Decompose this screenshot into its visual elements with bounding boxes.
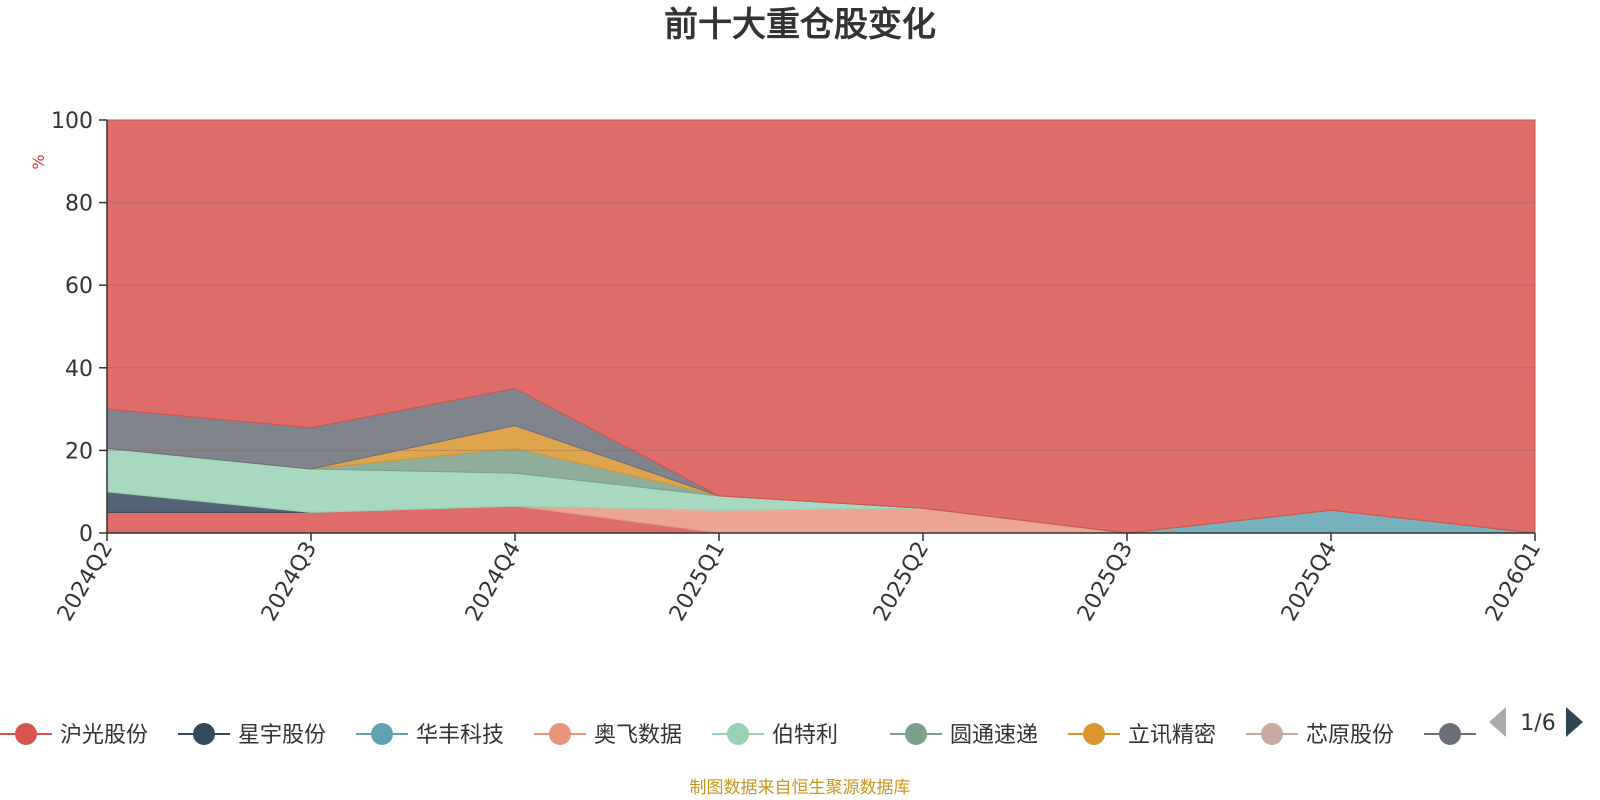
chart-title: 前十大重仓股变化 [664, 5, 936, 45]
y-tick-label-1: 20 [65, 439, 93, 464]
legend-item-3[interactable]: 奥飞数据 [534, 723, 682, 748]
y-axis-unit: % [29, 154, 48, 169]
legend-label: 华丰科技 [416, 723, 504, 748]
y-tick-label-5: 100 [51, 109, 93, 134]
legend-item-2[interactable]: 华丰科技 [356, 723, 504, 748]
legend-label: 奥飞数据 [594, 723, 682, 748]
y-tick-label-3: 60 [65, 274, 93, 299]
legend-marker-icon [1261, 723, 1283, 745]
legend-item-7[interactable]: 芯原股份 [1246, 723, 1394, 748]
plot-areas [106, 119, 1536, 534]
x-tick-label-2: 2024Q4 [461, 538, 526, 626]
legend-marker-icon [193, 723, 215, 745]
y-tick-label-4: 80 [65, 192, 93, 217]
x-tick-label-6: 2025Q4 [1277, 538, 1342, 626]
legend-item-6[interactable]: 立讯精密 [1068, 723, 1216, 748]
legend-item-4[interactable]: 伯特利 [712, 723, 838, 748]
y-tick-label-2: 40 [65, 357, 93, 382]
legend-next-page-icon[interactable] [1566, 707, 1583, 737]
legend-marker-icon [371, 723, 393, 745]
legend-marker-icon [727, 723, 749, 745]
x-tick-label-3: 2025Q1 [665, 538, 730, 626]
x-axis-ticks: 2024Q2 2024Q3 2024Q4 2025Q1 2025Q2 2025Q3 2025… [53, 533, 1546, 626]
legend-label: 沪光股份 [60, 723, 148, 748]
legend-item-0[interactable]: 沪光股份 [0, 723, 148, 748]
x-tick-label-0: 2024Q2 [53, 538, 118, 626]
x-tick-label-7: 2026Q1 [1481, 538, 1546, 626]
legend-item-8[interactable]: 值得买 [1424, 723, 1550, 748]
legend-pager: 1/6 [1489, 707, 1583, 737]
legend[interactable]: 沪光股份星宇股份华丰科技奥飞数据伯特利圆通速递立讯精密芯原股份值得买其他 [0, 723, 1600, 748]
legend-item-5[interactable]: 圆通速递 [890, 723, 1038, 748]
legend-label: 芯原股份 [1306, 723, 1394, 748]
axes [106, 120, 1535, 534]
legend-marker-icon [15, 723, 37, 745]
x-tick-label-4: 2025Q2 [869, 538, 934, 626]
legend-marker-icon [905, 723, 927, 745]
y-tick-label-0: 0 [79, 522, 93, 547]
legend-prev-page-icon[interactable] [1489, 707, 1506, 737]
legend-marker-icon [549, 723, 571, 745]
x-tick-label-5: 2025Q3 [1073, 538, 1138, 626]
source-note: 制图数据来自恒生聚源数据库 [690, 778, 911, 798]
legend-label: 圆通速递 [950, 723, 1038, 748]
legend-items: 沪光股份星宇股份华丰科技奥飞数据伯特利圆通速递立讯精密芯原股份值得买其他 [0, 723, 1550, 748]
legend-marker-icon [1083, 723, 1105, 745]
legend-label: 伯特利 [772, 723, 838, 748]
legend-label: 星宇股份 [238, 723, 326, 748]
legend-marker-icon [1439, 723, 1461, 745]
legend-page-indicator: 1/6 [1520, 711, 1555, 736]
y-axis-ticks: 0 20 40 60 80 100 [51, 109, 107, 547]
grid-lines [107, 119, 1535, 451]
legend-item-1[interactable]: 星宇股份 [178, 723, 326, 748]
legend-label: 立讯精密 [1128, 723, 1216, 748]
x-tick-label-1: 2024Q3 [257, 538, 322, 626]
